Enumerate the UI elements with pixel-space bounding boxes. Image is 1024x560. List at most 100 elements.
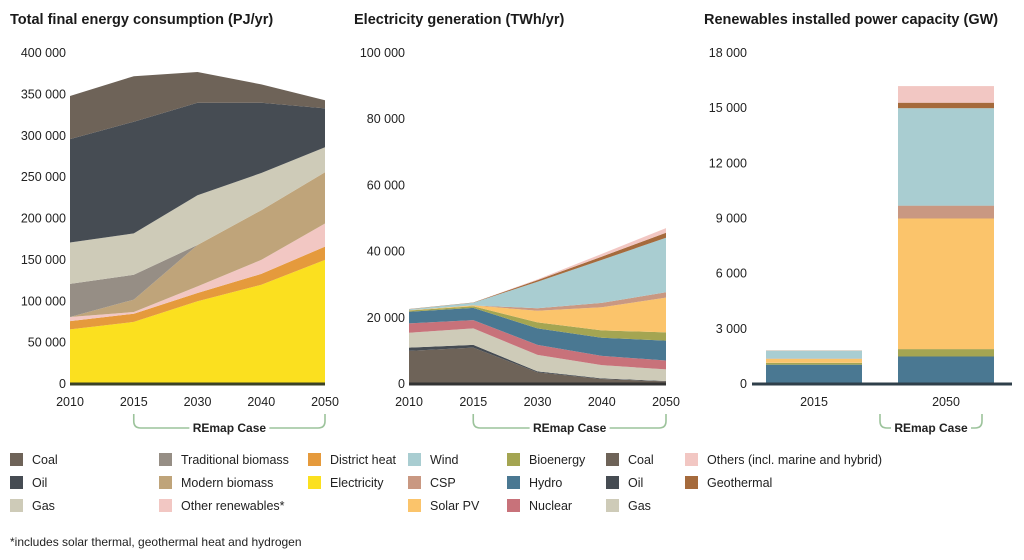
legend-label-oil: Oil [628, 476, 643, 490]
legend-tfec: Coal Traditional biomass District heat Oil M… [10, 453, 397, 513]
series-area-oil [409, 344, 666, 382]
legend-swatch-coal [10, 453, 23, 466]
legend-label-district-heat: District heat [330, 453, 397, 467]
legend-swatch-nuclear [507, 499, 520, 512]
legend-label-others-incl-marine-and-hybrid: Others (incl. marine and hybrid) [707, 453, 882, 467]
legend-swatch-hydro [507, 476, 520, 489]
legend-label-other-renewables: Other renewables* [181, 499, 285, 513]
legend-swatch-electricity [308, 476, 321, 489]
legend-label-gas: Gas [32, 499, 55, 513]
legend-label-oil: Oil [32, 476, 47, 490]
bar-segment-hydro [766, 364, 862, 384]
y-tick-label: 3 000 [716, 322, 747, 336]
legend-label-electricity: Electricity [330, 476, 384, 490]
y-tick-label: 40 000 [367, 245, 405, 259]
y-tick-label: 250 000 [21, 170, 66, 184]
bar-segment-csp [898, 205, 994, 219]
legend-swatch-coal [606, 453, 619, 466]
legend-swatch-solar-pv [408, 499, 421, 512]
remap-label-bg [529, 420, 610, 436]
legend-label-hydro: Hydro [529, 476, 562, 490]
bar-segment-wind [766, 350, 862, 359]
series-area-modern-biomass [70, 172, 325, 317]
y-tick-label: 200 000 [21, 212, 66, 226]
legend-swatch-others-incl-marine-and-hybrid [685, 453, 698, 466]
series-area-wind [409, 237, 666, 311]
y-tick-label: 150 000 [21, 253, 66, 267]
series-area-coal [409, 347, 666, 384]
series-area-bioenergy [409, 306, 666, 341]
series-area-hydro [409, 307, 666, 361]
bar-segment-bioenergy [898, 349, 994, 357]
series-area-electricity [70, 259, 325, 384]
cap-title: Renewables installed power capacity (GW) [704, 12, 998, 28]
footnote: *includes solar thermal, geothermal heat… [10, 535, 302, 549]
y-tick-label: 18 000 [709, 46, 747, 60]
series-area-district-heat [70, 246, 325, 330]
remap-label: REmap Case [894, 421, 968, 435]
series-area-gas [70, 147, 325, 284]
y-tick-label: 100 000 [360, 46, 405, 60]
legend-swatch-csp [408, 476, 421, 489]
bar-segment-wind [898, 108, 994, 206]
bar-segment-solar-pv [766, 358, 862, 363]
legend-label-bioenergy: Bioenergy [529, 453, 586, 467]
x-tick-label: 2030 [524, 395, 552, 409]
y-tick-label: 80 000 [367, 112, 405, 126]
bar-segment-bioenergy [766, 362, 862, 365]
tfec-title: Total final energy consumption (PJ/yr) [10, 12, 273, 28]
y-tick-label: 20 000 [367, 311, 405, 325]
panel-elec: Electricity generation (TWh/yr) 0 20 000 4… [354, 12, 680, 436]
legend-label-csp: CSP [430, 476, 456, 490]
bar-segment-others-incl-marine-and-hybrid [898, 86, 994, 103]
elec-title: Electricity generation (TWh/yr) [354, 12, 564, 28]
y-tick-label: 12 000 [709, 156, 747, 170]
legend-elec: Wind Bioenergy Coal Others (incl. marine an… [408, 453, 882, 513]
bar-segment-hydro [898, 356, 994, 384]
legend-label-solar-pv: Solar PV [430, 499, 480, 513]
x-tick-label: 2040 [247, 395, 275, 409]
remap-label-bg [189, 420, 270, 436]
y-tick-label: 60 000 [367, 178, 405, 192]
y-tick-label: 0 [398, 377, 405, 391]
y-tick-label: 400 000 [21, 46, 66, 60]
series-area-gas [409, 328, 666, 381]
legend-label-modern-biomass: Modern biomass [181, 476, 273, 490]
legend-label-coal: Coal [32, 453, 58, 467]
y-tick-label: 0 [740, 377, 747, 391]
series-area-csp [409, 292, 666, 311]
series-area-coal [70, 72, 325, 140]
panel-tfec: Total final energy consumption (PJ/yr) 0… [10, 12, 339, 436]
y-tick-label: 15 000 [709, 101, 747, 115]
y-tick-label: 300 000 [21, 129, 66, 143]
bar-segment-geothermal [898, 102, 994, 109]
x-tick-label: 2050 [932, 395, 960, 409]
y-tick-label: 50 000 [28, 336, 66, 350]
remap-label-bg [891, 420, 971, 436]
legend-swatch-oil [606, 476, 619, 489]
panel-cap: Renewables installed power capacity (GW)… [704, 12, 1012, 436]
x-tick-label: 2040 [588, 395, 616, 409]
legend-swatch-gas [10, 499, 23, 512]
legend-label-nuclear: Nuclear [529, 499, 572, 513]
remap-label: REmap Case [533, 421, 607, 435]
x-tick-label: 2010 [395, 395, 423, 409]
legend-swatch-geothermal [685, 476, 698, 489]
x-tick-label: 2015 [800, 395, 828, 409]
y-tick-label: 350 000 [21, 87, 66, 101]
legend-swatch-district-heat [308, 453, 321, 466]
legend-swatch-wind [408, 453, 421, 466]
elec-plot-area: 0 20 000 40 000 60 000 80 000 100 000 2010 2015… [360, 46, 680, 436]
x-tick-label: 2015 [459, 395, 487, 409]
series-area-traditional-biomass [70, 172, 325, 317]
x-tick-label: 2030 [184, 395, 212, 409]
cap-plot-area: 2015 2050 0 3 000 6 000 9 000 12 000 15 000 18 0… [709, 46, 1012, 436]
series-area-nuclear [409, 320, 666, 370]
x-tick-label: 2010 [56, 395, 84, 409]
legend-swatch-oil [10, 476, 23, 489]
tfec-plot-area: 0 50 000 100 000 150 000 200 000 250 000 300 0… [21, 46, 339, 436]
series-area-oil [70, 102, 325, 243]
bar-segment-solar-pv [898, 218, 994, 350]
y-tick-label: 6 000 [716, 267, 747, 281]
